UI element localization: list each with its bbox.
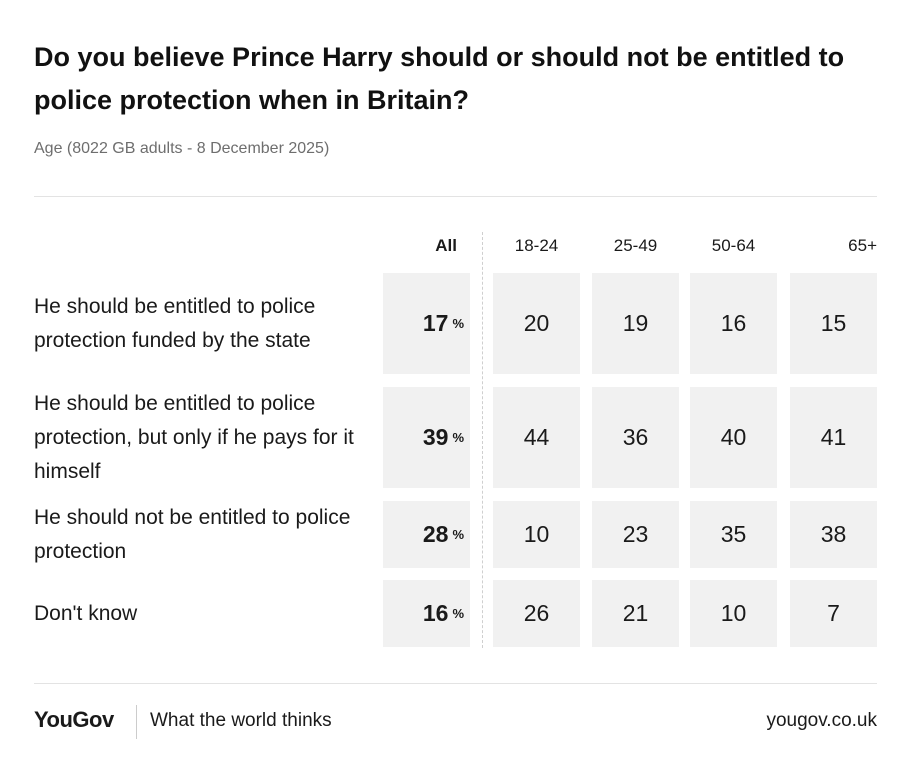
cell: 16% [383, 580, 470, 647]
unit: % [452, 527, 464, 542]
cell-value: 36 [622, 424, 649, 450]
cell-value: 23 [622, 521, 649, 547]
column-header: All [435, 236, 457, 255]
cell: 20 [493, 273, 580, 374]
cell-value: 17 [422, 310, 449, 336]
cell-value: 10 [720, 600, 747, 626]
column-header: 18-24 [514, 236, 559, 255]
cell: 10 [493, 501, 580, 568]
cell: 39% [383, 387, 470, 488]
unit: % [452, 606, 464, 621]
cell-value: 40 [720, 424, 747, 450]
url[interactable]: yougov.co.uk [766, 710, 877, 731]
rule [34, 196, 877, 197]
cell: 23 [592, 501, 679, 568]
cell: 44 [493, 387, 580, 488]
cell: 16 [690, 273, 777, 374]
cell-value: 39 [422, 424, 449, 450]
cell-value: 7 [827, 600, 840, 626]
cell: 19 [592, 273, 679, 374]
separator [136, 705, 137, 739]
cell-value: 35 [720, 521, 747, 547]
divider [482, 232, 483, 648]
title: Do you believe Prince Harry should or sh… [34, 42, 845, 115]
unit: % [452, 316, 464, 331]
cell: 7 [790, 580, 877, 647]
row-label: He should be entitled to police protecti… [34, 391, 354, 483]
cell-value: 16 [720, 310, 747, 336]
row-label: He should not be entitled to police prot… [34, 505, 351, 563]
cell-value: 28 [422, 521, 449, 547]
cell-value: 38 [820, 521, 847, 547]
cell: 26 [493, 580, 580, 647]
column-header: 50-64 [711, 236, 756, 255]
cell-value: 26 [523, 600, 550, 626]
cell-value: 41 [820, 424, 847, 450]
cell: 38 [790, 501, 877, 568]
cell-value: 19 [622, 310, 649, 336]
cell: 10 [690, 580, 777, 647]
column-header: 65+ [848, 236, 877, 255]
cell-value: 15 [820, 310, 847, 336]
cell: 35 [690, 501, 777, 568]
unit: % [452, 430, 464, 445]
cell: 17% [383, 273, 470, 374]
cell: 41 [790, 387, 877, 488]
cell: 40 [690, 387, 777, 488]
cell-value: 44 [523, 424, 550, 450]
column-header: 25-49 [613, 236, 658, 255]
rule [34, 683, 877, 684]
row-label: He should be entitled to police protecti… [34, 294, 316, 352]
cell: 21 [592, 580, 679, 647]
brand: YouGov [34, 707, 114, 732]
cell: 36 [592, 387, 679, 488]
cell-value: 10 [523, 521, 550, 547]
cell: 28% [383, 501, 470, 568]
cell-value: 20 [523, 310, 550, 336]
cell-value: 21 [622, 600, 649, 626]
subtitle: Age (8022 GB adults - 8 December 2025) [34, 140, 330, 157]
cell: 15 [790, 273, 877, 374]
cell-value: 16 [422, 600, 449, 626]
tagline: What the world thinks [150, 710, 332, 731]
row-label: Don't know [34, 601, 138, 625]
